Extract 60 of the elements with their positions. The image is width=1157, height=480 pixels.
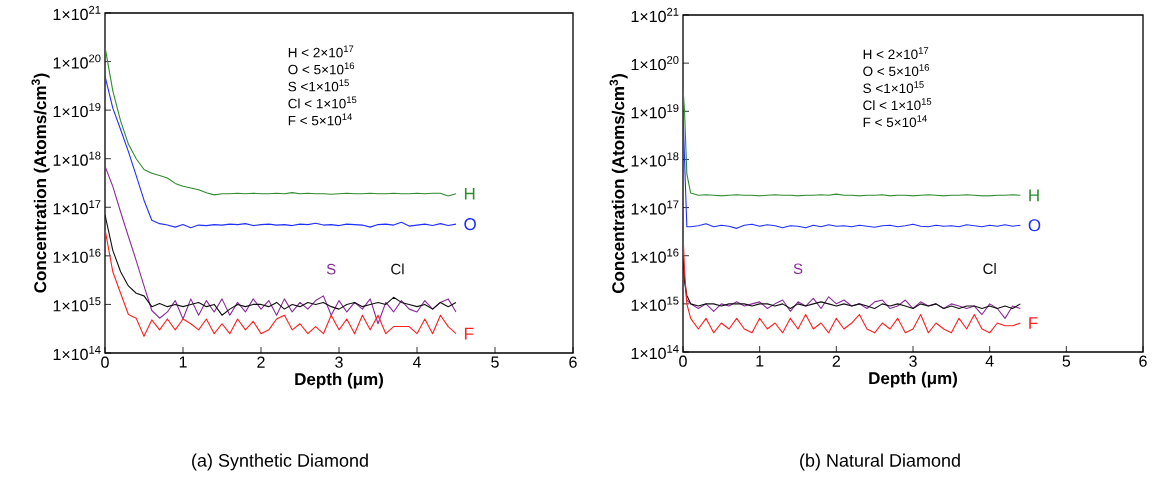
x-tick-label: 3 bbox=[335, 356, 343, 368]
x-tick-label: 4 bbox=[985, 355, 994, 367]
x-axis-title: Depth (μm) bbox=[869, 371, 958, 388]
annotation: F < 5×10$^{14}$ bbox=[863, 115, 927, 128]
series-label: O bbox=[464, 218, 476, 231]
x-tick-label: 6 bbox=[569, 356, 577, 368]
annotation: H < 2×10$^{17}$ bbox=[288, 45, 354, 58]
y-tick-label: 1×10$^{19}$ bbox=[631, 104, 679, 119]
y-tick-label: 1×10$^{18}$ bbox=[53, 151, 101, 166]
x-tick-label: 2 bbox=[257, 356, 265, 368]
y-tick-label: 1×10$^{14}$ bbox=[631, 344, 679, 360]
y-tick-label: 1×10$^{16}$ bbox=[631, 248, 679, 263]
y-tick-label: 1×10$^{20}$ bbox=[53, 54, 101, 69]
y-tick-label: 1×10$^{17}$ bbox=[53, 200, 101, 215]
x-tick-label: 1 bbox=[756, 355, 764, 367]
series-label: H bbox=[1029, 189, 1039, 202]
series-label: F bbox=[1029, 317, 1038, 329]
annotation: O < 5×10$^{16}$ bbox=[863, 64, 929, 77]
annotation: O < 5×10$^{16}$ bbox=[288, 62, 355, 75]
y-axis-title: Concentration (Atoms/cm$^{3}$) bbox=[31, 73, 50, 293]
series-label: S bbox=[326, 263, 336, 275]
annotation: S <1×10$^{15}$ bbox=[863, 81, 924, 94]
y-tick-label: 1×10$^{16}$ bbox=[53, 248, 101, 263]
x-tick-label: 5 bbox=[1062, 355, 1071, 367]
line-series bbox=[105, 214, 457, 316]
annotation: Cl < 1×10$^{15}$ bbox=[863, 98, 932, 111]
y-tick-label: 1×10$^{15}$ bbox=[53, 297, 101, 312]
series-label: Cl bbox=[391, 263, 404, 275]
series-label: H bbox=[464, 187, 475, 200]
text: Cl bbox=[983, 263, 996, 275]
annotation: Cl < 1×10$^{15}$ bbox=[288, 96, 357, 109]
y-tick-label: 1×10$^{21}$ bbox=[631, 7, 679, 23]
y-tick-label: 1×10$^{21}$ bbox=[53, 5, 101, 21]
x-tick-label: 0 bbox=[101, 356, 109, 368]
line-series bbox=[105, 165, 457, 325]
x-tick-label: 5 bbox=[491, 356, 499, 368]
series-label: F bbox=[464, 327, 474, 340]
x-axis-title: Depth (μm) bbox=[295, 372, 383, 389]
y-tick-label: 1×10$^{17}$ bbox=[631, 200, 679, 215]
annotation: S <1×10$^{15}$ bbox=[288, 79, 349, 92]
annotation: H < 2×10$^{17}$ bbox=[863, 47, 929, 60]
y-tick-label: 1×10$^{15}$ bbox=[631, 296, 679, 311]
y-tick-label: 1×10$^{20}$ bbox=[631, 56, 679, 71]
y-axis-title: Concentration (Atoms/cm$^{3}$) bbox=[609, 74, 628, 294]
x-tick-label: 3 bbox=[909, 355, 917, 367]
y-tick-label: 1×10$^{18}$ bbox=[631, 152, 679, 167]
x-tick-label: 0 bbox=[679, 355, 687, 367]
annotation: F < 5×10$^{14}$ bbox=[288, 113, 352, 126]
y-tick-label: 1×10$^{19}$ bbox=[53, 103, 101, 118]
series-label: S bbox=[793, 263, 803, 275]
x-tick-label: 1 bbox=[179, 356, 187, 368]
x-tick-label: 2 bbox=[832, 355, 840, 367]
x-tick-label: 4 bbox=[412, 356, 421, 368]
series-label: O bbox=[1028, 219, 1041, 232]
y-tick-label: 1×10$^{14}$ bbox=[53, 345, 101, 361]
line-series bbox=[105, 75, 457, 229]
line-series bbox=[105, 46, 457, 197]
text: (a) Synthetic Diamond bbox=[192, 453, 368, 471]
text: (b) Natural Diamond bbox=[800, 453, 960, 471]
x-tick-label: 6 bbox=[1139, 355, 1147, 367]
